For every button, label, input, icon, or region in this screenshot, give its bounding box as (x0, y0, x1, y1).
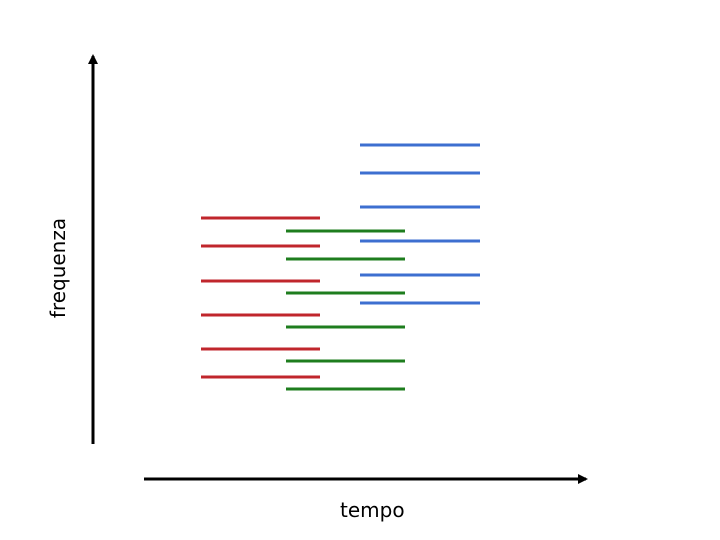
y-axis-label: frequenza (46, 217, 70, 319)
segment-group (201, 143, 480, 391)
x-axis-label: tempo (340, 498, 405, 522)
